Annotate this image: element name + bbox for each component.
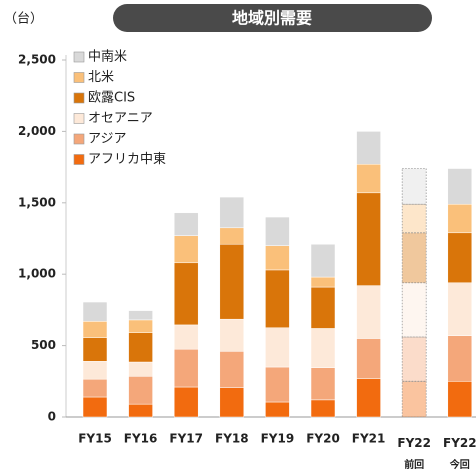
legend-swatch <box>73 51 85 63</box>
bar-segment <box>356 378 381 418</box>
bar-segment <box>219 351 245 388</box>
y-tick-label: 2,000 <box>18 124 56 138</box>
bar-segment <box>128 332 153 363</box>
bar-segment <box>356 163 381 194</box>
x-tick-label: FY16 <box>124 432 158 446</box>
x-tick-label-line: 前回 <box>404 458 424 471</box>
bar-segment <box>447 168 473 205</box>
bar-segment <box>356 285 381 339</box>
bar-segment <box>401 282 427 338</box>
bar-segment <box>401 380 427 418</box>
legend-swatch <box>73 113 85 124</box>
title-banner <box>113 4 432 32</box>
legend-swatch <box>73 154 85 165</box>
x-tick-label: FY21 <box>352 432 386 446</box>
bar-segment <box>356 192 381 286</box>
y-tick-label: 2,500 <box>18 53 56 67</box>
x-tick-label: FY22 今回 <box>443 436 476 472</box>
chart-title: 地域別需要 <box>232 9 312 28</box>
bar-segment <box>356 131 381 165</box>
bar-segment <box>356 338 381 379</box>
legend-label: 北米 <box>88 70 114 85</box>
bar-segment <box>82 337 108 362</box>
x-tick-label: FY15 <box>78 432 112 446</box>
y-tick-label: 0 <box>48 410 56 424</box>
bar-segment <box>401 203 427 234</box>
bar-segment <box>265 401 290 418</box>
x-tick-label: FY22 前回 <box>397 436 431 472</box>
bar-segment <box>447 381 473 418</box>
y-tick-label: 500 <box>31 338 56 352</box>
bar-segment <box>173 262 199 326</box>
bar-segment <box>173 348 199 388</box>
x-tick-label: FY19 <box>261 432 295 446</box>
bar-segment <box>128 376 153 405</box>
bar-segment <box>401 232 427 284</box>
bar-segment <box>219 387 245 418</box>
bar-segment <box>173 212 199 236</box>
bar-segment <box>265 269 290 328</box>
bar-segment <box>310 367 336 401</box>
bar-segment <box>219 243 245 320</box>
x-tick-label-line: FY22 <box>397 436 431 450</box>
x-tick-label-line: FY22 <box>443 436 476 450</box>
x-tick-label-line: 今回 <box>449 458 470 471</box>
bar-segment <box>310 399 336 418</box>
bar-segment <box>447 282 473 336</box>
y-tick-label: 1,000 <box>18 267 56 281</box>
bar-segment <box>310 286 336 329</box>
bar-segment <box>310 276 336 288</box>
bar-segment <box>128 403 153 418</box>
y-axis-label: （台） <box>4 12 43 27</box>
bar-segment <box>401 168 427 205</box>
bar-segment <box>401 336 427 382</box>
legend-label: 欧露CIS <box>88 91 135 106</box>
bar-segment <box>447 232 473 284</box>
bar-segment <box>265 245 290 271</box>
legend-label: アジア <box>88 132 126 147</box>
bar-segment <box>310 328 336 368</box>
x-tick-label: FY18 <box>215 432 249 446</box>
bar-segment <box>447 203 473 234</box>
bar-segment <box>219 227 245 245</box>
legend-label: オセアニア <box>88 111 153 126</box>
bar-segment <box>82 396 108 418</box>
legend-swatch <box>73 133 85 145</box>
bar-segment <box>82 321 108 338</box>
bar-segment <box>82 301 108 322</box>
bar-segment <box>82 361 108 380</box>
bar-segment <box>173 386 199 418</box>
legend-label: 中南米 <box>88 49 127 65</box>
bar-segment <box>128 361 153 377</box>
bar-segment <box>82 378 108 398</box>
bar-segment <box>310 243 336 278</box>
bar-segment <box>265 327 290 368</box>
legend-label: アフリカ中東 <box>88 151 166 167</box>
x-tick-label: FY17 <box>169 432 203 446</box>
bar-segment <box>447 335 473 382</box>
legend-swatch <box>73 92 85 104</box>
bar-segment <box>173 324 199 350</box>
y-tick-label: 1,500 <box>18 195 56 209</box>
bar-segment <box>173 235 199 264</box>
bar-segment <box>128 310 153 321</box>
bar-segment <box>219 318 245 352</box>
bar-segment <box>128 319 153 333</box>
legend-swatch <box>73 72 85 83</box>
bar-segment <box>265 366 290 403</box>
bar-segment <box>265 216 290 246</box>
bar-segment <box>219 196 245 229</box>
x-tick-label: FY20 <box>306 432 340 446</box>
